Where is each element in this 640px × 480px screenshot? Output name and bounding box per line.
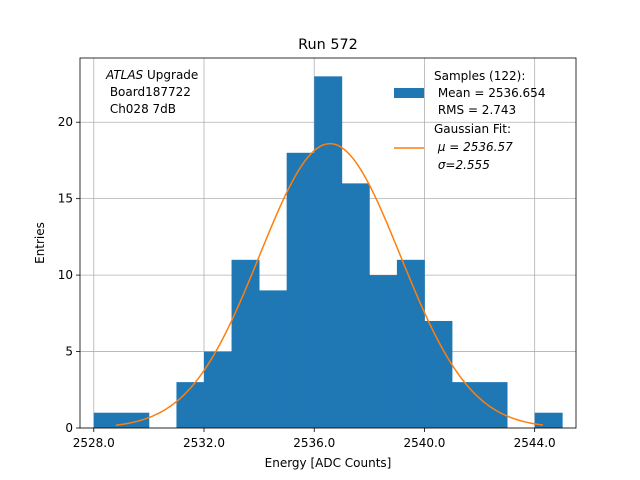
bar-9 bbox=[341, 183, 370, 428]
x-tick-label-0: 2528.0 bbox=[73, 436, 115, 450]
y-tick-label-2: 10 bbox=[58, 268, 73, 282]
svg-text:ATLAS Upgrade: ATLAS Upgrade bbox=[105, 68, 198, 82]
bar-7 bbox=[286, 152, 315, 428]
bar-5 bbox=[231, 259, 260, 428]
annotation-channel: Ch028 7dB bbox=[106, 102, 176, 116]
x-axis-label: Energy [ADC Counts] bbox=[265, 456, 392, 470]
chart-title: Run 572 bbox=[298, 37, 358, 53]
x-tick-label-2: 2536.0 bbox=[293, 436, 335, 450]
annotation-board: Board187722 bbox=[106, 85, 191, 99]
plot-frame bbox=[79, 57, 577, 429]
bar-13 bbox=[452, 382, 480, 428]
bar-11 bbox=[396, 259, 425, 428]
bar-6 bbox=[259, 290, 288, 428]
legend-fit-sigma: σ=2.555 bbox=[434, 158, 490, 172]
atlas-annotation: ATLAS Upgrade Board187722 Ch028 7dB bbox=[105, 68, 198, 116]
annotation-atlas: ATLAS bbox=[105, 68, 144, 82]
bar-16 bbox=[534, 412, 563, 428]
x-axis-ticks: 2528.0 2532.0 2536.0 2540.0 2544.0 bbox=[73, 428, 556, 450]
y-axis-label: Entries bbox=[33, 222, 47, 264]
y-tick-label-0: 0 bbox=[65, 421, 73, 435]
y-tick-label-1: 5 bbox=[65, 345, 73, 359]
legend-samples-title: Samples (122): bbox=[434, 69, 525, 83]
y-axis-ticks: 0 5 10 15 20 bbox=[58, 115, 80, 435]
bar-1 bbox=[121, 412, 150, 428]
x-tick-label-4: 2544.0 bbox=[514, 436, 556, 450]
legend-fit-mu: μ = 2536.57 bbox=[434, 140, 513, 154]
bar-0 bbox=[93, 412, 122, 428]
bar-12 bbox=[424, 320, 453, 428]
y-tick-label-3: 15 bbox=[58, 192, 73, 206]
legend-samples-rms: RMS = 2.743 bbox=[434, 103, 516, 117]
bar-3 bbox=[176, 382, 205, 428]
annotation-upgrade: Upgrade bbox=[143, 68, 198, 82]
y-tick-label-4: 20 bbox=[58, 115, 73, 129]
bar-10 bbox=[369, 275, 398, 428]
legend-samples-mean: Mean = 2536.654 bbox=[434, 86, 545, 100]
legend-fit-title: Gaussian Fit: bbox=[434, 122, 511, 136]
legend-samples-patch bbox=[394, 88, 424, 98]
fit-curve bbox=[115, 142, 544, 426]
bar-14 bbox=[479, 382, 508, 428]
x-tick-label-3: 2540.0 bbox=[403, 436, 445, 450]
legend: Samples (122): Mean = 2536.654 RMS = 2.7… bbox=[394, 69, 545, 172]
bar-8 bbox=[314, 76, 343, 428]
gaussian-fit bbox=[115, 142, 544, 426]
histogram-bars bbox=[93, 76, 563, 428]
x-tick-label-1: 2532.0 bbox=[183, 436, 225, 450]
